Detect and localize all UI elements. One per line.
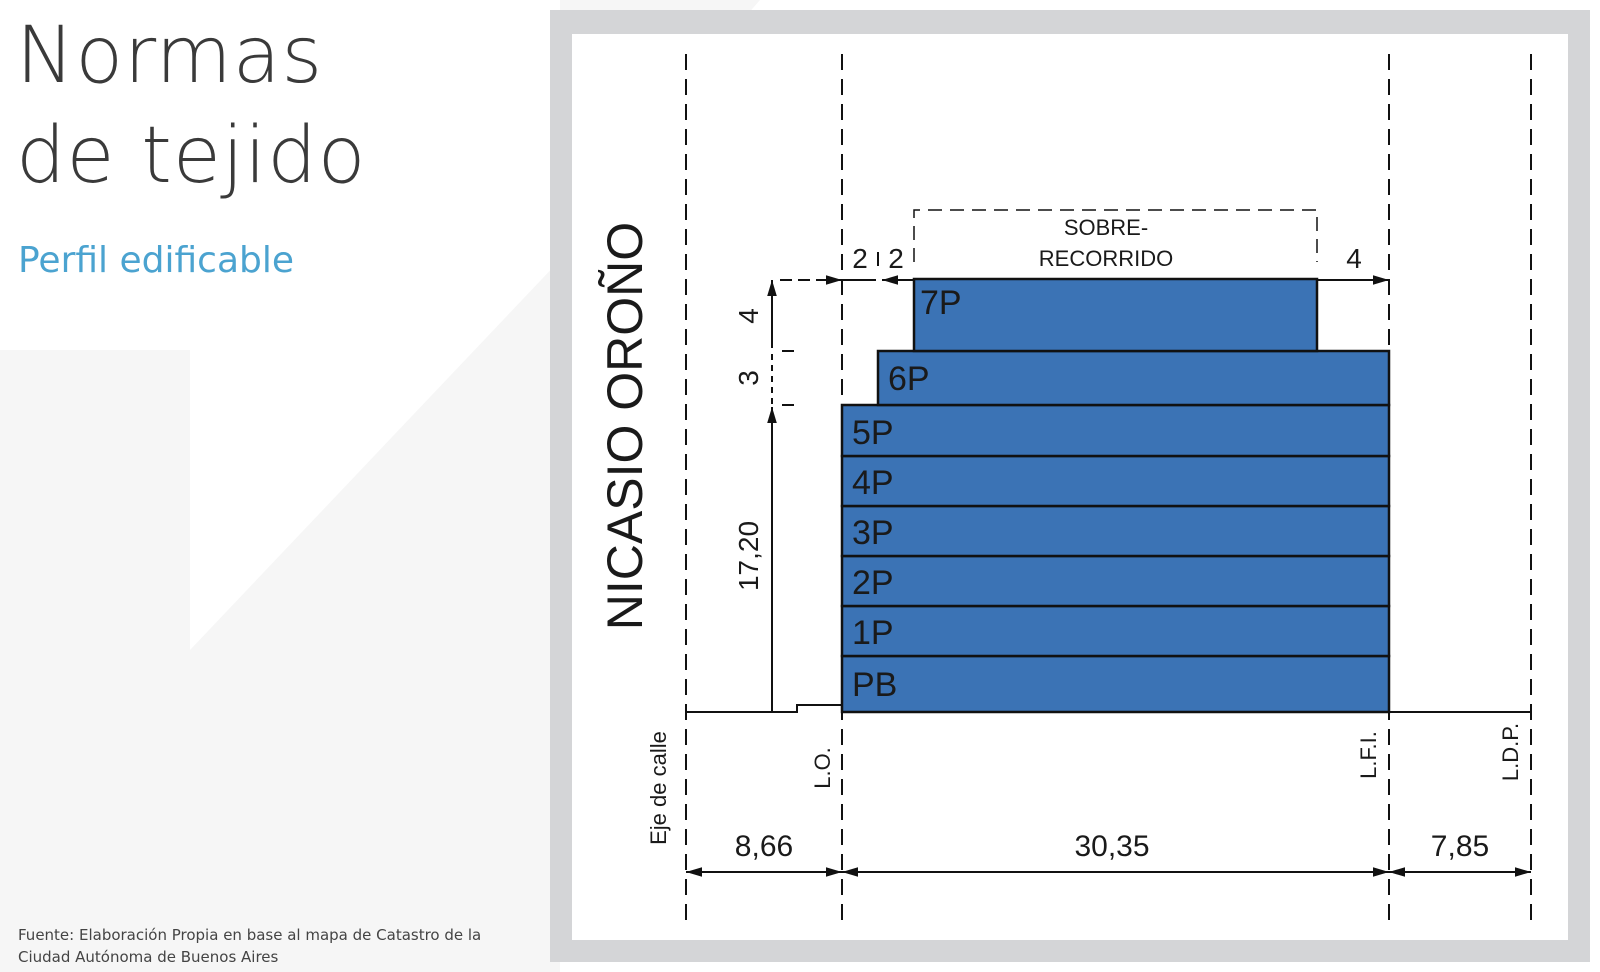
floor-labels: PB 1P 2P 3P 4P 5P 6P 7P bbox=[852, 284, 962, 704]
eje-label: Eje de calle bbox=[646, 731, 671, 845]
floor-3p bbox=[840, 504, 1391, 558]
floor-5p bbox=[840, 403, 1391, 458]
page-subtitle: Perfil edificable bbox=[18, 240, 295, 281]
page-title: Normas de tejido bbox=[16, 6, 366, 206]
building-profile-diagram: PB 1P 2P 3P 4P 5P 6P 7P 17,20 3 4 bbox=[572, 34, 1568, 940]
setback-dimensions bbox=[780, 252, 1389, 285]
floor-7p bbox=[912, 277, 1319, 353]
overrun-box bbox=[913, 209, 1318, 262]
floor-6p bbox=[876, 349, 1391, 407]
floor-4p bbox=[840, 454, 1391, 508]
floor-2p bbox=[840, 554, 1391, 608]
step-7p-label: 4 bbox=[733, 308, 764, 324]
street-name: NICASIO OROÑO bbox=[597, 222, 653, 630]
floor-label-4p: 4P bbox=[852, 464, 894, 502]
height-base-label: 17,20 bbox=[733, 521, 764, 591]
setback-a-label: 2 bbox=[852, 243, 868, 274]
source-note: Fuente: Elaboración Propia en base al ma… bbox=[18, 926, 482, 966]
floor-label-6p: 6P bbox=[888, 360, 930, 398]
step-6p-label: 3 bbox=[733, 370, 764, 386]
ldp-label: L.D.P. bbox=[1498, 723, 1523, 781]
building-floors bbox=[840, 277, 1391, 714]
lfi-label: L.F.I. bbox=[1356, 731, 1381, 779]
lo-label: L.O. bbox=[810, 747, 835, 789]
floor-pb bbox=[840, 654, 1391, 714]
overrun-label-line1: SOBRE- bbox=[1064, 215, 1148, 240]
floor-label-2p: 2P bbox=[852, 564, 894, 602]
width-rear-label: 7,85 bbox=[1431, 830, 1489, 863]
height-dimension bbox=[748, 280, 796, 713]
overrun-label-line2: RECORRIDO bbox=[1039, 246, 1173, 271]
width-street-label: 8,66 bbox=[735, 830, 793, 863]
width-building-label: 30,35 bbox=[1074, 830, 1149, 863]
floor-label-5p: 5P bbox=[852, 414, 894, 452]
setback-b-label: 2 bbox=[888, 243, 904, 274]
diagram-frame: PB 1P 2P 3P 4P 5P 6P 7P 17,20 3 4 bbox=[550, 10, 1590, 962]
title-line-2: de tejido bbox=[16, 111, 367, 201]
floor-label-3p: 3P bbox=[852, 514, 894, 552]
floor-label-1p: 1P bbox=[852, 614, 894, 652]
floor-label-pb: PB bbox=[852, 666, 897, 704]
title-line-1: Normas bbox=[16, 11, 324, 101]
floor-1p bbox=[840, 604, 1391, 658]
setback-rear-label: 4 bbox=[1346, 243, 1362, 274]
floor-label-7p: 7P bbox=[920, 284, 962, 322]
ground-line bbox=[686, 704, 842, 713]
